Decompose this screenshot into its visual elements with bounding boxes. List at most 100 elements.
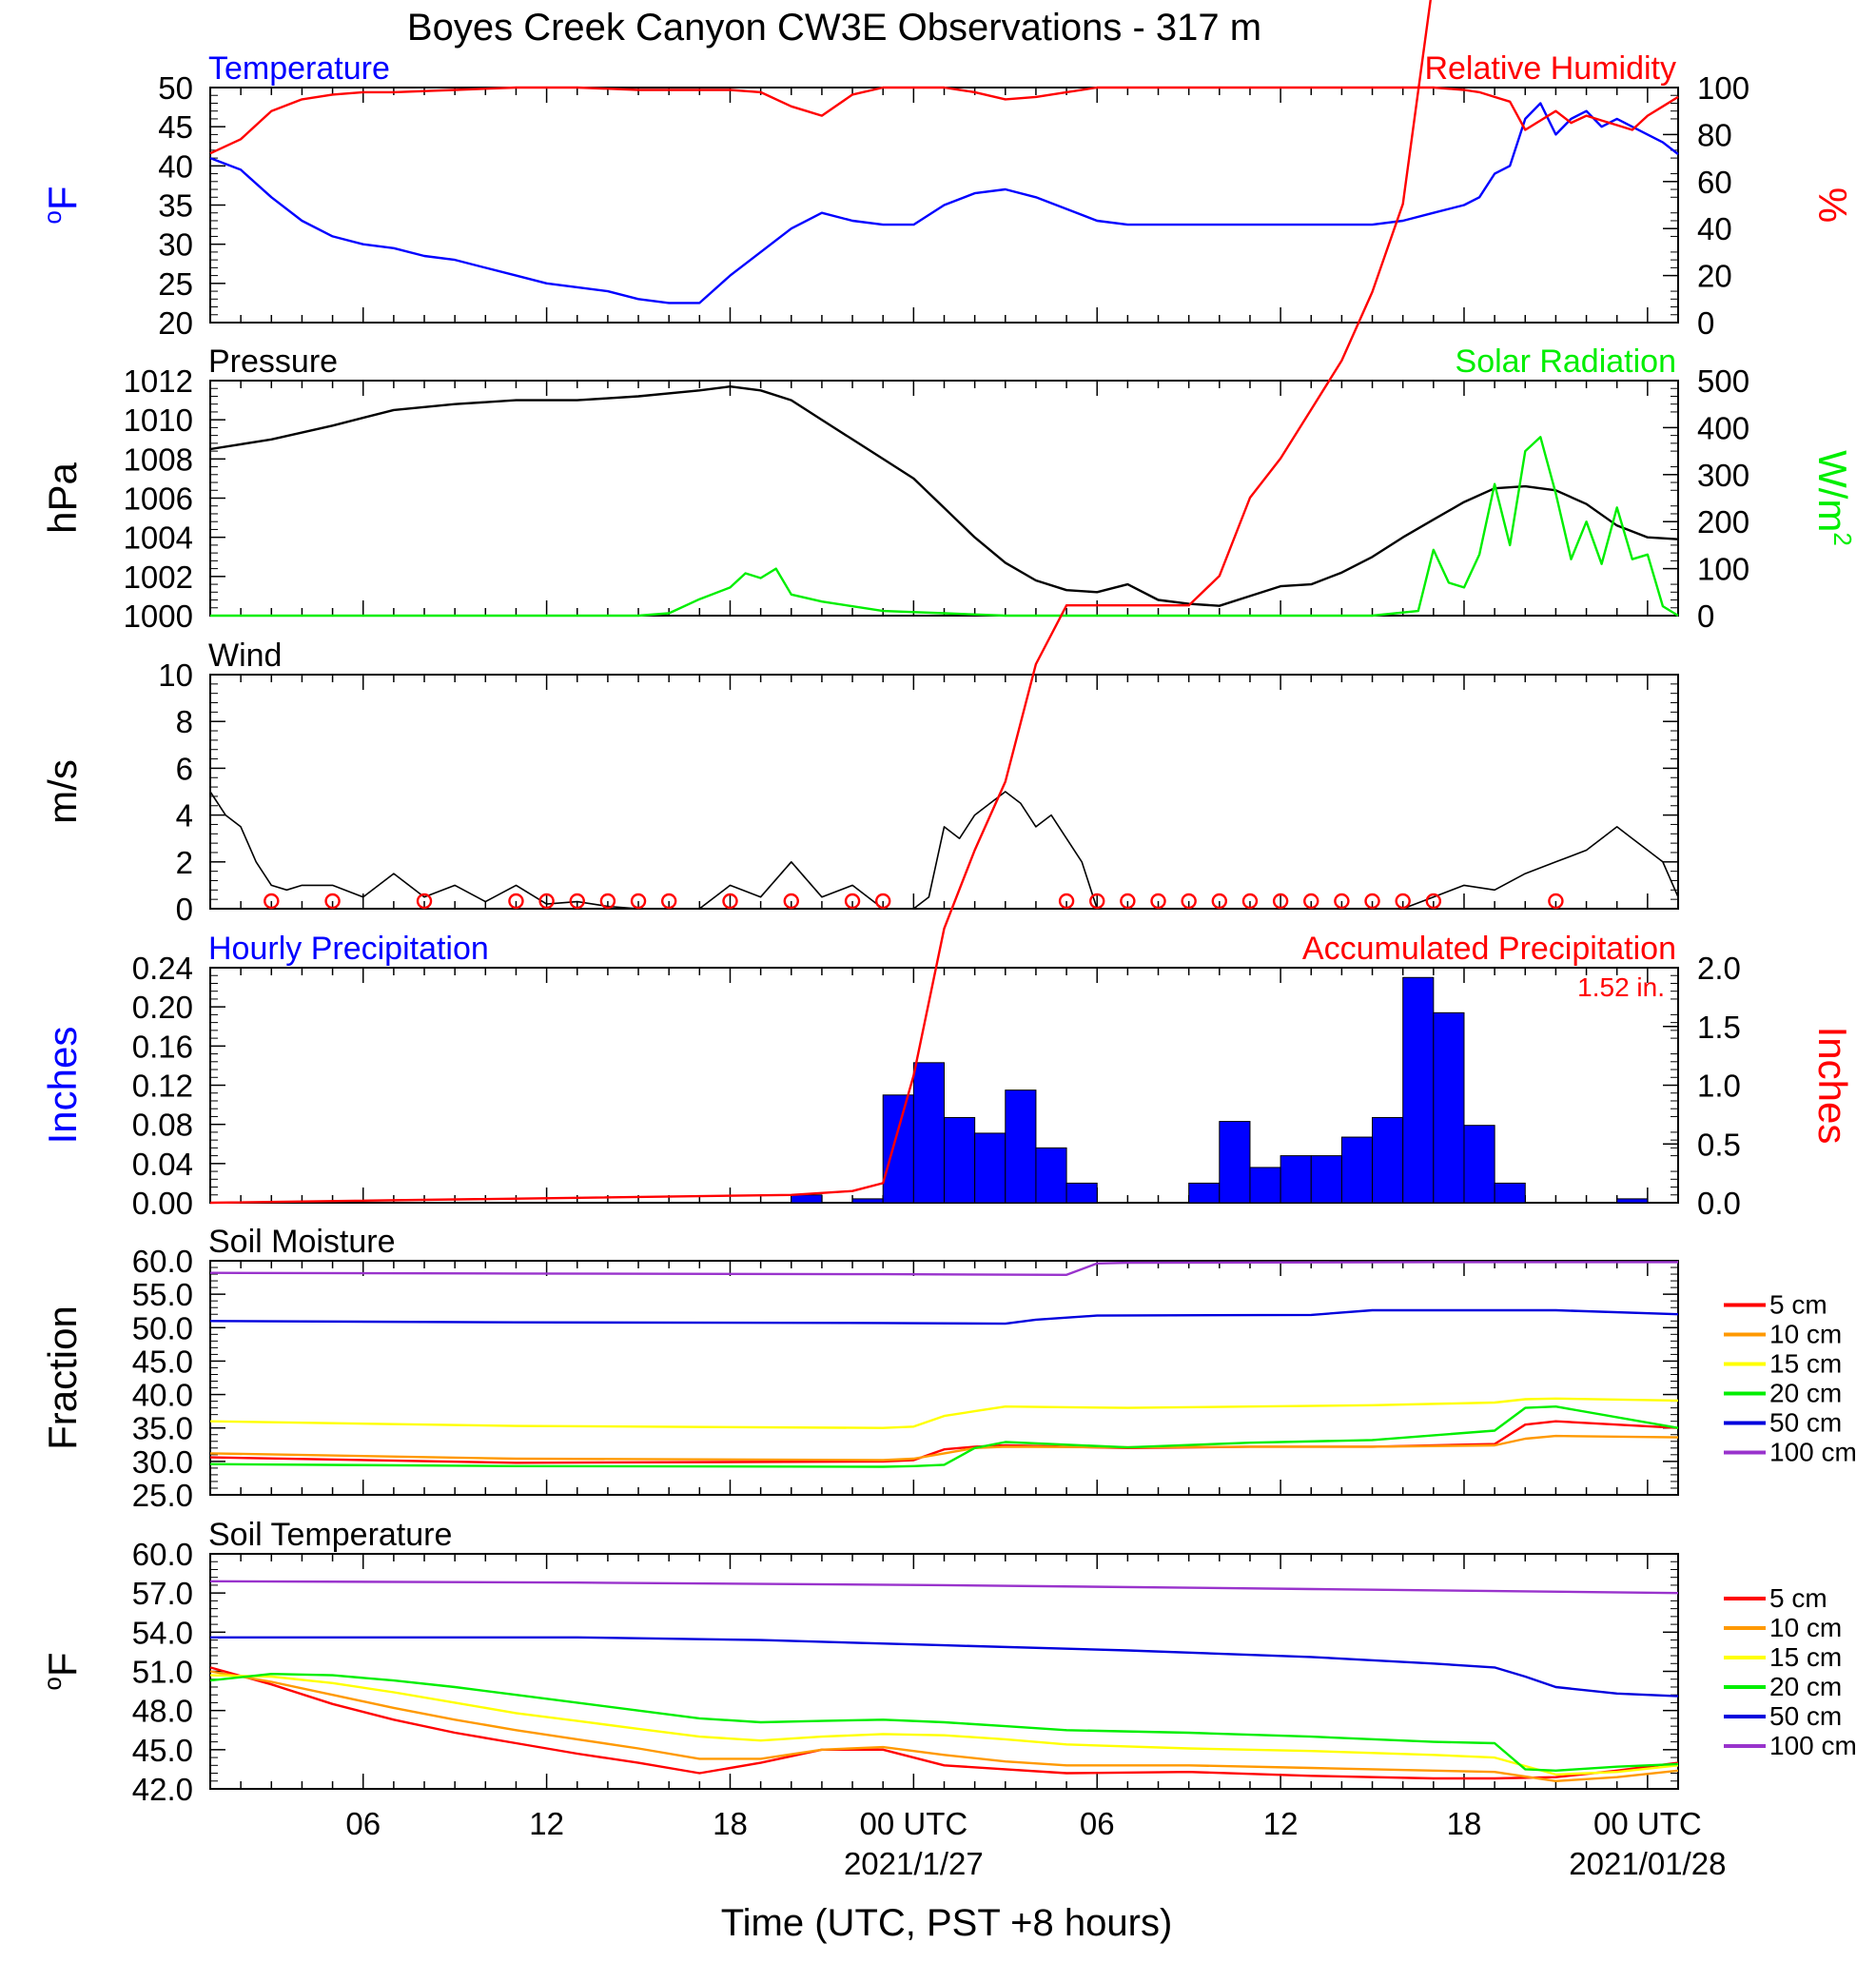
precip-bar (1310, 1155, 1342, 1204)
precip-bar (974, 1132, 1006, 1204)
calm-wind-marker (1120, 893, 1136, 910)
y-tick-label-left: 48.0 (132, 1694, 193, 1729)
precip-bar (1219, 1121, 1251, 1204)
series-line-10-cm (209, 1670, 1679, 1782)
y-tick-label-right: 60 (1697, 165, 1732, 200)
calm-wind-marker (1548, 893, 1564, 910)
y-tick-label-left: 40 (158, 148, 193, 184)
precip-bar (1065, 1182, 1098, 1204)
legend-label: 100 cm (1769, 1438, 1857, 1467)
x-axis-title: Time (UTC, PST +8 hours) (721, 1902, 1173, 1944)
panel-2: 1012101010081006100410021000500400300200… (40, 344, 1857, 634)
y-tick-label-right: 100 (1697, 70, 1749, 106)
y-tick-label-right: 500 (1697, 363, 1749, 399)
y-tick-label-left: 30 (158, 227, 193, 263)
x-tick-label: 12 (1263, 1806, 1299, 1841)
y-axis-title-left-group: hPa (40, 461, 85, 533)
calm-wind-marker (1089, 893, 1105, 910)
precip-bar (1035, 1147, 1067, 1204)
precip-bar (1616, 1198, 1649, 1204)
precip-bar (1433, 1011, 1465, 1204)
calm-wind-marker (630, 893, 647, 910)
y-tick-label-left: 0.04 (132, 1147, 193, 1182)
x-tick-label: 18 (713, 1806, 748, 1841)
precip-bar (1494, 1182, 1526, 1204)
y-axis-title-left: Inches (40, 1027, 85, 1145)
y-tick-label-right: 0.5 (1697, 1127, 1741, 1162)
precip-bar (1463, 1125, 1495, 1204)
series-line-accumulated-precipitation (209, 0, 1432, 1205)
y-axis-title-left-group: oF (38, 1652, 85, 1690)
precip-bar (944, 1116, 976, 1204)
y-tick-label-right: 0 (1697, 305, 1714, 341)
calm-wind-marker (1058, 893, 1075, 910)
y-axis-title-right-group: W/m2 (1810, 450, 1857, 546)
calm-wind-marker (1303, 893, 1319, 910)
series-line-10-cm (209, 1434, 1679, 1462)
y-tick-label-left: 10 (158, 658, 193, 693)
y-tick-label-left: 25 (158, 266, 193, 302)
y-tick-label-left: 51.0 (132, 1655, 193, 1690)
y-tick-label-left: 50 (158, 70, 193, 106)
y-tick-label-left: 55.0 (132, 1277, 193, 1312)
y-tick-label-right: 0 (1697, 599, 1714, 634)
y-tick-label-left: 45 (158, 109, 193, 145)
legend-label: 5 cm (1769, 1290, 1827, 1320)
series-line-relative-humidity (209, 86, 1679, 155)
y-tick-label-right: 100 (1697, 552, 1749, 587)
y-tick-label-right: 1.5 (1697, 1010, 1741, 1045)
y-tick-label-left: 42.0 (132, 1772, 193, 1807)
y-tick-label-right: 20 (1697, 259, 1732, 294)
series-line-5-cm (209, 1666, 1679, 1780)
x-tick-label: 00 UTC (1593, 1806, 1702, 1841)
y-tick-label-left: 0.08 (132, 1108, 193, 1143)
y-axis-title-left: oF (38, 186, 85, 224)
y-tick-label-left: 40.0 (132, 1378, 193, 1413)
legend-label: 50 cm (1769, 1701, 1842, 1731)
y-tick-label-left: 1006 (124, 481, 193, 517)
y-axis-title-left: hPa (40, 461, 85, 533)
y-axis-title-left: oF (38, 1652, 85, 1690)
legend-label: 10 cm (1769, 1613, 1842, 1642)
y-tick-label-left: 50.0 (132, 1310, 193, 1345)
y-tick-label-left: 1000 (124, 599, 193, 634)
x-tick-label: 18 (1447, 1806, 1482, 1841)
precip-total-annotation: 1.52 in. (1577, 972, 1665, 1002)
precip-bar (1188, 1182, 1221, 1204)
y-tick-label-right: 80 (1697, 117, 1732, 152)
y-tick-label-left: 20 (158, 305, 193, 341)
calm-wind-marker (844, 893, 861, 910)
precip-bar (1340, 1136, 1374, 1204)
calm-wind-marker (875, 893, 891, 910)
y-tick-label-left: 1004 (124, 520, 193, 556)
series-line-solar-radiation (210, 436, 1679, 618)
x-date-label: 2021/01/28 (1569, 1846, 1726, 1881)
series-line-20-cm (209, 1673, 1679, 1772)
calm-wind-marker (416, 893, 433, 910)
panel-label-left: Pressure (208, 344, 338, 380)
y-axis-title-right-group: Inches (1810, 1027, 1855, 1145)
panel-6: 60.0 57.0 54.0 51.0 48.0 45.0 42.0 Soil Tempera… (38, 1517, 1857, 1807)
calm-wind-marker (1211, 893, 1228, 910)
y-tick-label-right: 200 (1697, 504, 1749, 540)
series-line-temperature (209, 102, 1679, 304)
legend-label: 10 cm (1769, 1320, 1842, 1349)
panel-3: 10 8 6 4 2 0 Wind m/s (40, 638, 1679, 927)
calm-wind-marker (508, 893, 524, 910)
y-tick-label-left: 0.16 (132, 1029, 193, 1064)
series-line-50-cm (209, 1308, 1679, 1325)
legend-label: 100 cm (1769, 1731, 1857, 1760)
panel-label-left: Wind (208, 638, 282, 674)
y-axis-title-left-group: m/s (40, 759, 85, 824)
y-tick-label-right: 1.0 (1697, 1069, 1741, 1104)
y-axis-title-right: % (1810, 187, 1855, 223)
calm-wind-marker (1334, 893, 1350, 910)
y-tick-label-left: 0.00 (132, 1186, 193, 1221)
legend-label: 20 cm (1769, 1672, 1842, 1701)
calm-wind-marker (1364, 893, 1380, 910)
series-line-100-cm (209, 1580, 1679, 1595)
series-line-50-cm (210, 1636, 1679, 1698)
y-tick-label-left: 35 (158, 188, 193, 224)
precip-bar (1402, 976, 1435, 1204)
